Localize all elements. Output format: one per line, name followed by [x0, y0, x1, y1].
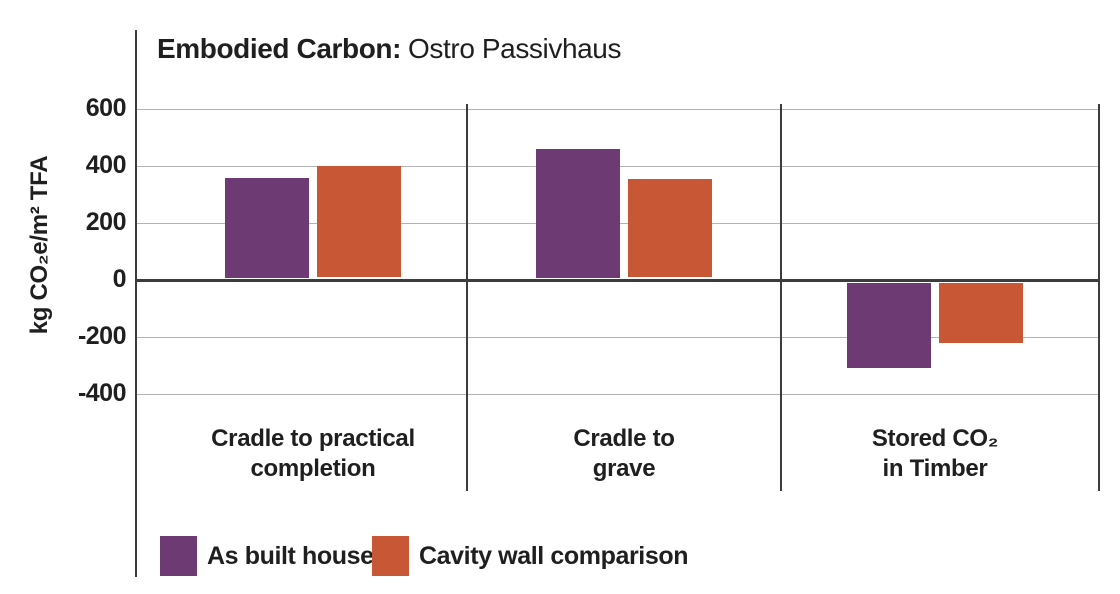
legend-swatch	[160, 536, 197, 576]
bar-cavity-wall	[317, 166, 401, 278]
plot-right-border	[1098, 104, 1100, 491]
bar-as-built	[225, 177, 309, 278]
category-label: Stored CO₂ in Timber	[871, 425, 999, 482]
category-label: Cradle to practical completion	[211, 425, 415, 482]
chart-title-bold: Embodied Carbon:	[157, 33, 402, 64]
chart-title-subtitle: Ostro Passivhaus	[408, 33, 622, 64]
bar-cavity-wall	[939, 283, 1023, 343]
legend-item: Cavity wall comparison	[372, 536, 688, 576]
category-separator-line	[780, 104, 782, 491]
y-tick-label: -200	[77, 322, 127, 350]
y-tick-label: 400	[85, 151, 127, 179]
y-tick-label: -400	[77, 379, 127, 407]
gridline	[136, 336, 1100, 338]
chart-title: Embodied Carbon: Ostro Passivhaus	[157, 33, 621, 65]
legend-label: Cavity wall comparison	[419, 541, 689, 570]
gridline	[136, 393, 1100, 395]
legend-swatch	[372, 536, 409, 576]
y-tick-label: 200	[85, 208, 127, 236]
zero-gridline	[136, 278, 1100, 282]
gridline	[136, 108, 1100, 110]
legend-item: As built house	[160, 536, 374, 576]
y-tick-label: 600	[85, 94, 127, 122]
legend-label: As built house	[207, 541, 374, 570]
y-axis-line	[135, 30, 137, 577]
y-tick-label: 0	[112, 265, 127, 293]
category-separator-line	[466, 104, 468, 491]
bar-as-built	[536, 149, 620, 278]
category-label: Cradle to grave	[573, 425, 675, 482]
bar-as-built	[847, 283, 931, 369]
bar-cavity-wall	[628, 179, 712, 278]
